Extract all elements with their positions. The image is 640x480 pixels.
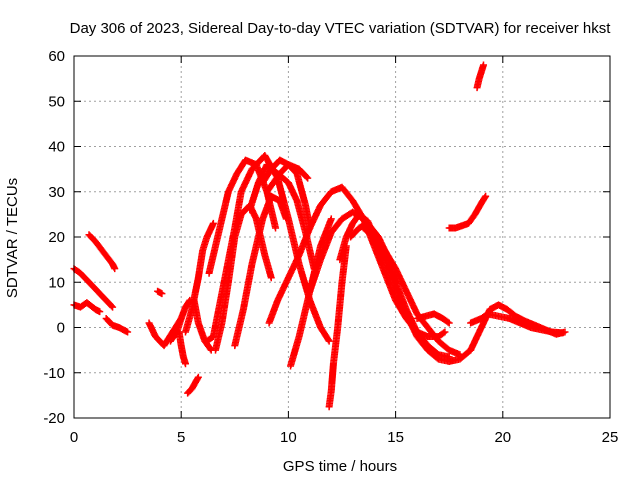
data-point: [325, 337, 333, 345]
data-point: [456, 351, 464, 359]
x-tick-label: 20: [494, 429, 511, 446]
data-points: [70, 61, 569, 411]
y-tick-label: 30: [48, 184, 65, 201]
series-arc-27: [445, 192, 490, 232]
series-arc-26: [413, 310, 453, 327]
y-tick-label: 0: [57, 320, 65, 337]
y-tick-label: -20: [43, 410, 65, 427]
data-point: [111, 265, 119, 273]
series-arc-25: [359, 224, 464, 359]
data-point: [559, 329, 567, 337]
data-point: [441, 328, 449, 336]
y-tick-label: 40: [48, 139, 65, 156]
data-point: [181, 360, 189, 368]
series-arc-07: [154, 287, 166, 298]
tick-labels: 0 5 10 15 20 25 -20 -10 0 10 20 30 40 50 60: [43, 48, 618, 446]
series-arc-06: [166, 296, 194, 345]
data-point: [327, 215, 335, 223]
axis-ticks: [73, 55, 611, 419]
grid-lines: [74, 56, 610, 418]
data-point: [158, 290, 166, 298]
data-point: [267, 274, 275, 282]
x-tick-label: 10: [280, 429, 297, 446]
y-tick-label: 60: [48, 48, 65, 65]
data-point: [209, 219, 217, 227]
series-arc-03: [85, 231, 119, 273]
data-point: [440, 329, 448, 337]
data-point: [480, 61, 488, 69]
data-point: [96, 308, 104, 316]
series-arc-22: [325, 242, 350, 411]
data-point: [324, 336, 332, 344]
data-point: [109, 303, 117, 311]
series-arc-18: [263, 161, 312, 196]
x-tick-label: 0: [70, 429, 78, 446]
series-arc-02: [70, 265, 117, 311]
series-arc-08: [175, 328, 189, 368]
chart-title: Day 306 of 2023, Sidereal Day-to-day VTE…: [70, 20, 612, 37]
data-point: [304, 174, 312, 182]
y-axis-label: SDTVAR / TECUs: [4, 178, 21, 298]
x-tick-label: 25: [602, 429, 619, 446]
data-point: [282, 215, 290, 223]
data-point: [482, 192, 490, 200]
series-arc-29: [467, 310, 567, 337]
series-arc-30: [473, 61, 488, 92]
data-point: [445, 353, 453, 361]
x-tick-label: 15: [387, 429, 404, 446]
data-point: [124, 328, 132, 336]
series-arc-15: [231, 192, 290, 350]
data-point: [445, 319, 453, 327]
series-arc-04: [102, 314, 132, 336]
x-tick-label: 5: [177, 429, 185, 446]
series-arc-13: [205, 156, 280, 277]
series-arc-09: [184, 373, 202, 397]
y-tick-label: -10: [43, 365, 65, 382]
y-tick-label: 10: [48, 274, 65, 291]
data-point: [303, 173, 311, 181]
data-point: [444, 318, 452, 326]
x-axis-label: GPS time / hours: [283, 458, 397, 475]
data-point: [377, 256, 385, 264]
data-point: [272, 224, 280, 232]
data-point: [108, 302, 116, 310]
y-tick-label: 20: [48, 229, 65, 246]
y-tick-label: 50: [48, 93, 65, 110]
data-point: [194, 373, 202, 381]
